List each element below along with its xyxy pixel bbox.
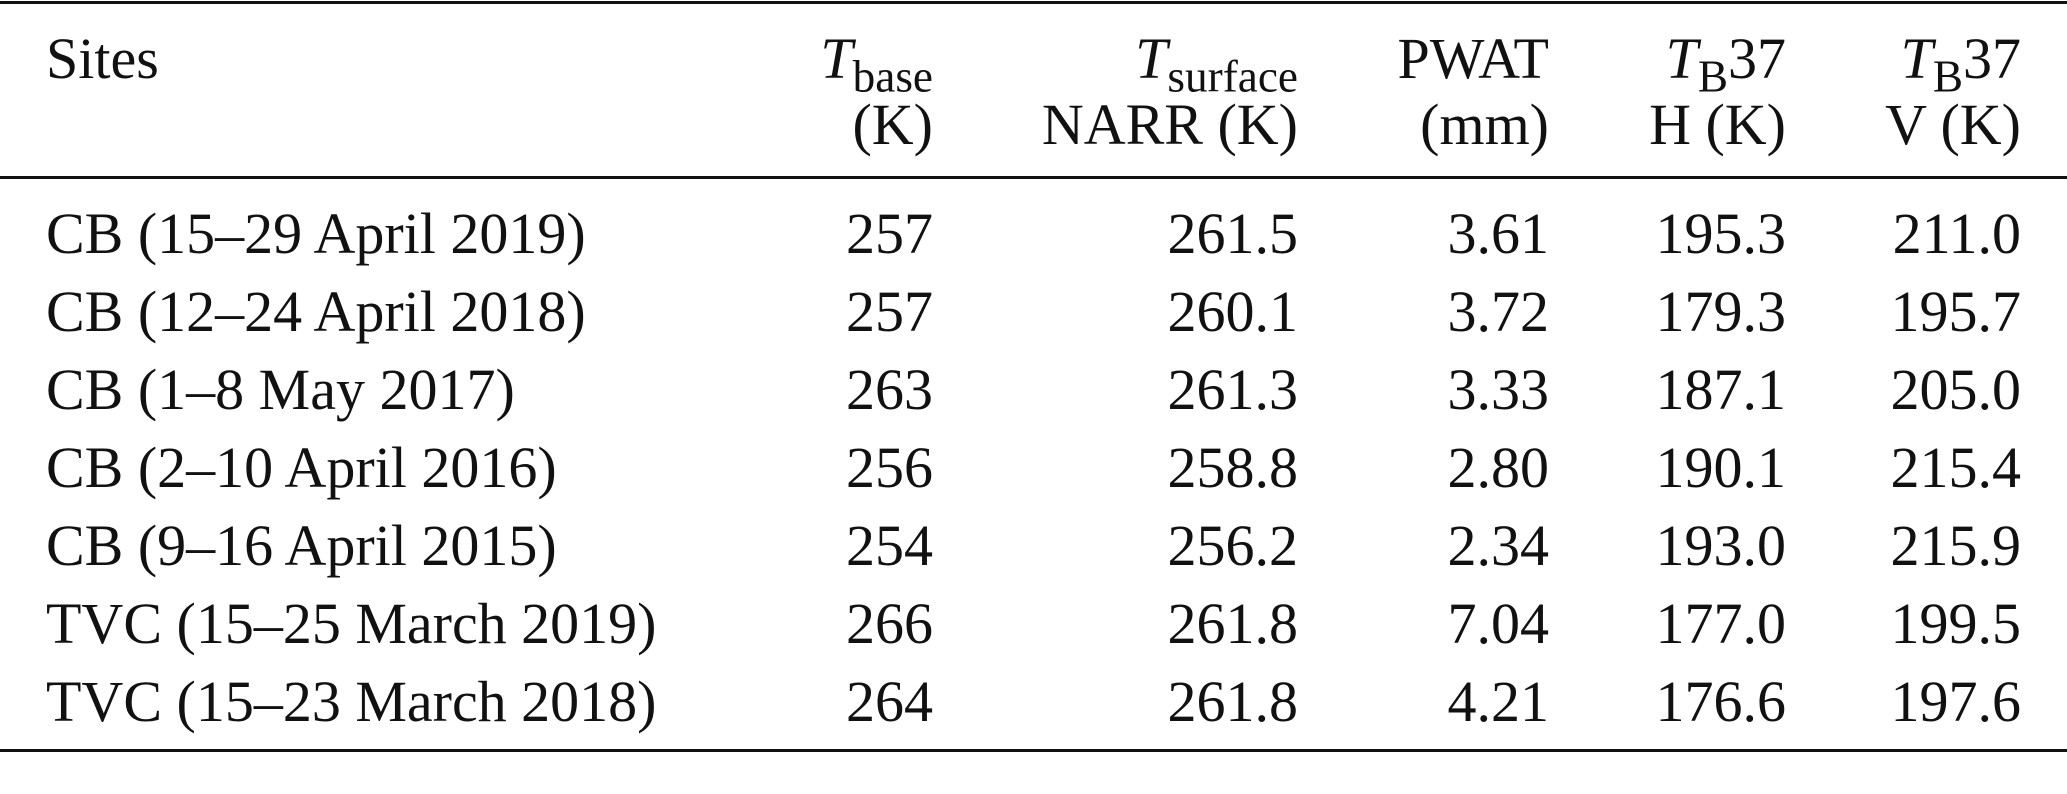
header-unit: V (K): [1885, 92, 2021, 157]
value-cell: 205.0: [1890, 357, 2022, 422]
value-cell: 3.72: [1447, 279, 1550, 344]
site-cell: CB (9–16 April 2015): [46, 513, 557, 578]
value-cell: 195.3: [1655, 201, 1787, 266]
site-cell: TVC (15–23 March 2018): [0, 663, 720, 752]
header-subscript: B: [1697, 51, 1728, 102]
value-cell: 215.4: [1890, 435, 2022, 500]
value-cell: 4.21: [1298, 663, 1549, 752]
value-cell: 261.5: [1167, 201, 1299, 266]
header-line: (mm): [1298, 92, 1549, 158]
value-cell: 261.8: [1167, 591, 1299, 656]
header-line: H (K): [1549, 92, 1786, 158]
value-cell: 3.61: [1447, 201, 1550, 266]
site-cell: CB (2–10 April 2016): [46, 435, 557, 500]
value-cell: 3.33: [1447, 357, 1550, 422]
header-line: TB37: [1549, 26, 1786, 99]
value-cell: 260.1: [1167, 279, 1299, 344]
header-symbol: T: [1665, 26, 1698, 91]
header-text: PWAT: [1397, 26, 1549, 91]
site-cell: TVC (15–25 March 2019): [46, 591, 657, 656]
header-line: (K): [720, 92, 933, 158]
value-cell: 195.7: [1890, 279, 2022, 344]
header-symbol: T: [820, 26, 853, 91]
value-cell: 197.6: [1786, 663, 2067, 752]
value-cell: 257: [846, 279, 933, 344]
table-body: CB (15–29 April 2019) 257 261.5 3.61 195.3 21…: [0, 178, 2067, 752]
header-suffix: 37: [1728, 26, 1786, 91]
header-line: TB37: [1786, 26, 2021, 99]
header-line: V (K): [1786, 92, 2021, 158]
header-suffix: 37: [1963, 26, 2021, 91]
site-cell: CB (15–29 April 2019): [46, 201, 586, 266]
value-cell: 190.1: [1655, 435, 1787, 500]
header-line: PWAT: [1298, 26, 1549, 92]
value-cell: 193.0: [1655, 513, 1787, 578]
value-cell: 2.80: [1447, 435, 1550, 500]
header-subscript: base: [852, 51, 933, 102]
value-cell: 261.8: [933, 663, 1298, 752]
value-cell: 215.9: [1890, 513, 2022, 578]
value-cell: 177.0: [1655, 591, 1787, 656]
header-unit: H (K): [1649, 92, 1786, 157]
table-row: TVC (15–25 March 2019) 266 261.8 7.04 177.0 1…: [0, 585, 2067, 663]
value-cell: 179.3: [1655, 279, 1787, 344]
header-subscript: B: [1932, 51, 1963, 102]
value-cell: 258.8: [1167, 435, 1299, 500]
value-cell: 257: [846, 201, 933, 266]
column-header: TB37 H (K): [1549, 1, 1786, 179]
value-cell: 264: [720, 663, 933, 752]
table-row: CB (1–8 May 2017) 263 261.3 3.33 187.1 205.0: [0, 351, 2067, 429]
column-header: PWAT (mm): [1298, 1, 1549, 179]
value-cell: 256: [846, 435, 933, 500]
header-line: Tbase: [720, 26, 933, 99]
table-row: CB (9–16 April 2015) 254 256.2 2.34 193.0 215…: [0, 507, 2067, 585]
column-header: Tsurface NARR (K): [933, 1, 1298, 179]
header-line: Tsurface: [933, 26, 1298, 99]
table-row: CB (2–10 April 2016) 256 258.8 2.80 190.1 215…: [0, 429, 2067, 507]
data-table: Sites Tbase (K) Tsurface NARR (K) PWAT (mm) TB3…: [0, 1, 2067, 752]
table-row: CB (12–24 April 2018) 257 260.1 3.72 179.3 19…: [0, 273, 2067, 351]
table-row: TVC (15–23 March 2018) 264 261.8 4.21 176.6 1…: [0, 663, 2067, 752]
site-cell: CB (1–8 May 2017): [46, 357, 515, 422]
header-unit: NARR (K): [1041, 92, 1298, 157]
header-line: Sites: [46, 26, 720, 92]
column-header: Sites: [0, 1, 720, 179]
value-cell: 176.6: [1549, 663, 1786, 752]
site-cell: CB (12–24 April 2018): [46, 279, 586, 344]
value-cell: 263: [846, 357, 933, 422]
value-cell: 7.04: [1447, 591, 1550, 656]
table-row: CB (15–29 April 2019) 257 261.5 3.61 195.3 21…: [0, 178, 2067, 274]
header-subscript: surface: [1167, 51, 1298, 102]
column-header: TB37 V (K): [1786, 1, 2067, 179]
header-text: Sites: [46, 26, 159, 91]
value-cell: 254: [846, 513, 933, 578]
value-cell: 2.34: [1447, 513, 1550, 578]
column-header: Tbase (K): [720, 1, 933, 179]
value-cell: 256.2: [1167, 513, 1299, 578]
header-line: NARR (K): [933, 92, 1298, 158]
value-cell: 261.3: [1167, 357, 1299, 422]
header-unit: (K): [852, 92, 933, 157]
value-cell: 199.5: [1890, 591, 2022, 656]
value-cell: 187.1: [1655, 357, 1787, 422]
header-symbol: T: [1900, 26, 1933, 91]
header-unit: (mm): [1420, 92, 1549, 157]
value-cell: 266: [846, 591, 933, 656]
header-symbol: T: [1135, 26, 1168, 91]
header-row: Sites Tbase (K) Tsurface NARR (K) PWAT (mm) TB3…: [0, 1, 2067, 179]
value-cell: 211.0: [1892, 201, 2021, 266]
